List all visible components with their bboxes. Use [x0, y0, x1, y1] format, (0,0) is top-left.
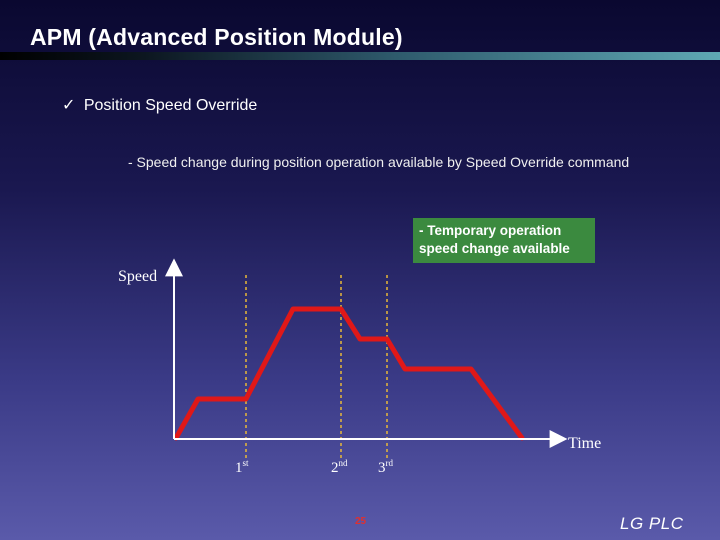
page-title: APM (Advanced Position Module)	[30, 24, 403, 50]
event-label-1st: 1st	[235, 458, 249, 476]
speed-profile-line	[173, 306, 525, 441]
description-text: - Speed change during position operation…	[128, 154, 630, 170]
event-label-2nd: 2nd	[331, 458, 348, 476]
event-label-3rd: 3rd	[378, 458, 393, 476]
y-axis-label: Speed	[118, 268, 158, 285]
page-number: 25	[355, 516, 367, 527]
x-axis-label: Time	[568, 435, 602, 452]
note-box: - Temporary operation speed change avail…	[413, 218, 595, 263]
bullet-heading: ✓ Position Speed Override	[62, 95, 257, 115]
bullet-text: Position Speed Override	[83, 97, 258, 114]
check-icon: ✓	[62, 97, 76, 114]
brand-label: LG PLC	[620, 514, 684, 533]
title-divider	[0, 52, 720, 60]
